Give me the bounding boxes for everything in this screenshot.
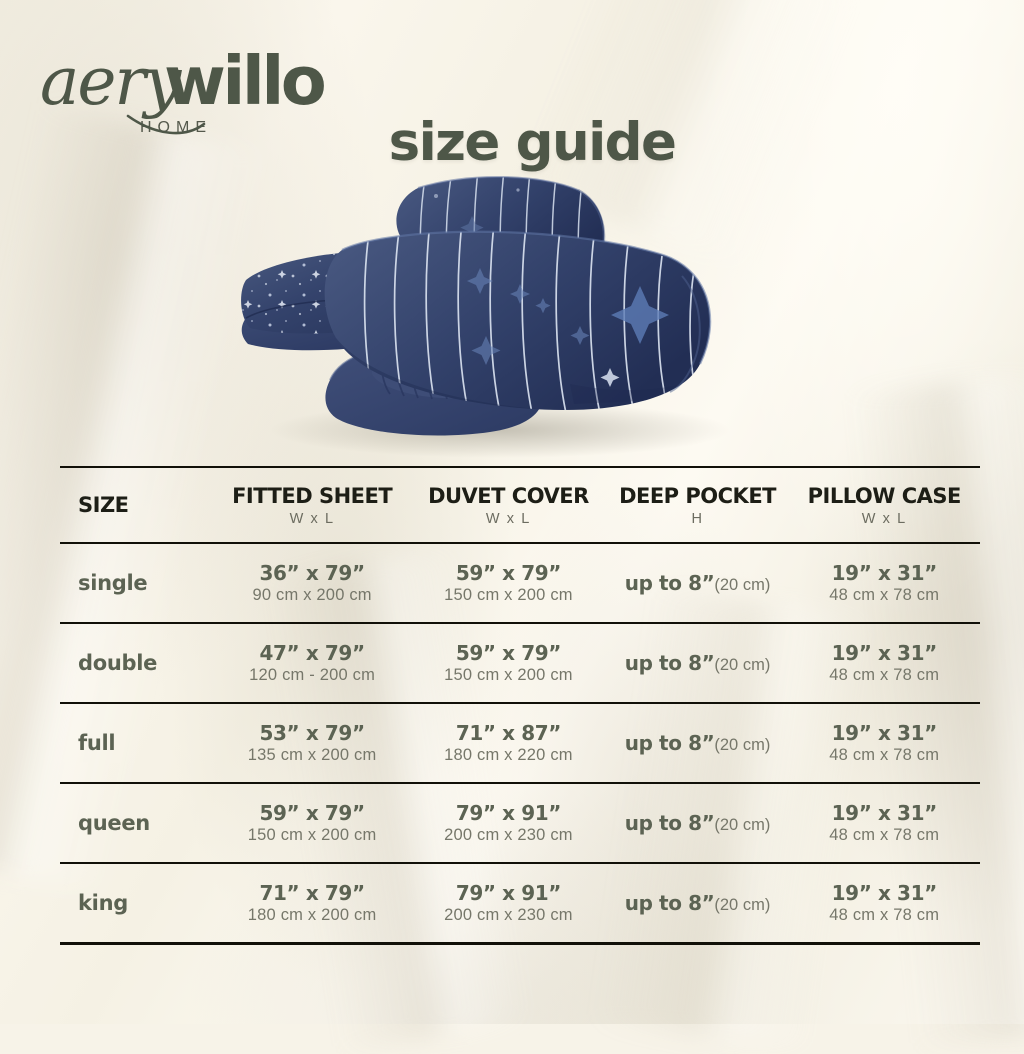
brand-logo: aery willo HOME xyxy=(36,32,366,142)
cell-pillow-case: 19” x 31” 48 cm x 78 cm xyxy=(829,801,940,844)
table-row-rule xyxy=(60,782,980,784)
cell-fitted-sheet: 59” x 79” 150 cm x 200 cm xyxy=(247,801,377,844)
cell-size: double xyxy=(78,651,158,675)
logo-bold-word: willo xyxy=(164,42,325,120)
cell-duvet-cover: 79” x 91” 200 cm x 230 cm xyxy=(444,881,573,924)
cell-duvet-cover: 59” x 79” 150 cm x 200 cm xyxy=(444,641,573,684)
column-header-deep-pocket: DEEP POCKET H xyxy=(619,483,776,527)
table-row: king 71” x 79” 180 cm x 200 cm 79” x 91”… xyxy=(60,864,980,942)
product-photo xyxy=(230,168,750,458)
cell-size: single xyxy=(78,571,148,595)
table-row: queen 59” x 79” 150 cm x 200 cm 79” x 91… xyxy=(60,784,980,862)
table-row-rule xyxy=(60,862,980,864)
cell-size: king xyxy=(78,891,128,915)
cell-duvet-cover: 71” x 87” 180 cm x 220 cm xyxy=(444,721,573,764)
size-table: SIZE FITTED SHEET W x L DUVET COVER W x … xyxy=(60,466,980,945)
cell-fitted-sheet: 53” x 79” 135 cm x 200 cm xyxy=(247,721,377,764)
cell-pillow-case: 19” x 31” 48 cm x 78 cm xyxy=(829,641,940,684)
table-row-rule xyxy=(60,702,980,704)
table-row-rule xyxy=(60,622,980,624)
cell-fitted-sheet: 47” x 79” 120 cm - 200 cm xyxy=(249,641,376,684)
table-row: double 47” x 79” 120 cm - 200 cm 59” x 7… xyxy=(60,624,980,702)
cell-pillow-case: 19” x 31” 48 cm x 78 cm xyxy=(829,561,940,604)
cell-deep-pocket: up to 8”(20 cm) xyxy=(624,651,771,675)
cell-deep-pocket: up to 8”(20 cm) xyxy=(624,731,771,755)
cell-fitted-sheet: 36” x 79” 90 cm x 200 cm xyxy=(252,561,372,604)
table-row: full 53” x 79” 135 cm x 200 cm 71” x 87”… xyxy=(60,704,980,782)
table-header-rule xyxy=(60,542,980,544)
column-header-size: SIZE xyxy=(78,493,129,517)
column-header-duvet-cover: DUVET COVER W x L xyxy=(428,483,589,527)
logo-flourish xyxy=(126,114,206,135)
page-title: size guide xyxy=(388,112,677,173)
cell-duvet-cover: 59” x 79” 150 cm x 200 cm xyxy=(444,561,573,604)
cell-size: queen xyxy=(78,811,150,835)
cell-duvet-cover: 79” x 91” 200 cm x 230 cm xyxy=(444,801,573,844)
cell-pillow-case: 19” x 31” 48 cm x 78 cm xyxy=(829,721,940,764)
cell-deep-pocket: up to 8”(20 cm) xyxy=(624,891,771,915)
cell-deep-pocket: up to 8”(20 cm) xyxy=(624,571,771,595)
logo-script-word: aery xyxy=(40,43,182,120)
table-top-rule xyxy=(60,466,980,468)
table-row: single 36” x 79” 90 cm x 200 cm 59” x 79… xyxy=(60,544,980,622)
cell-deep-pocket: up to 8”(20 cm) xyxy=(624,811,771,835)
table-header-row: SIZE FITTED SHEET W x L DUVET COVER W x … xyxy=(60,468,980,542)
column-header-fitted-sheet: FITTED SHEET W x L xyxy=(232,483,393,527)
cell-pillow-case: 19” x 31” 48 cm x 78 cm xyxy=(829,881,940,924)
column-header-pillow-case: PILLOW CASE W x L xyxy=(807,483,962,527)
table-bottom-rule xyxy=(60,942,980,945)
cell-fitted-sheet: 71” x 79” 180 cm x 200 cm xyxy=(247,881,377,924)
cell-size: full xyxy=(78,731,116,755)
